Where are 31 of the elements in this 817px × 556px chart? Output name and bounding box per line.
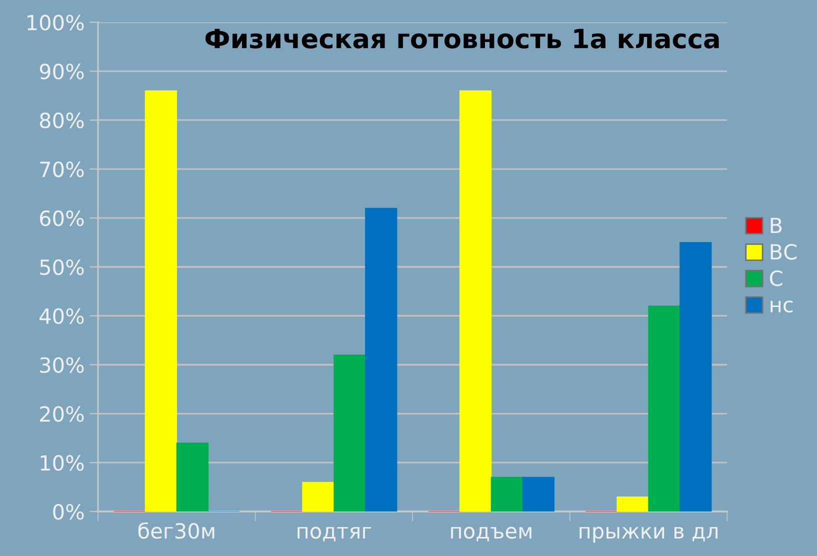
y-tick-label: 10% (40, 455, 84, 471)
x-tick-label: бег30м (138, 522, 214, 539)
x-tick-label: подтяг (298, 526, 372, 542)
legend-label: С (770, 270, 782, 286)
y-tick-label: 70% (40, 161, 84, 178)
y-tick-label: 80% (40, 112, 84, 128)
y-tick-label: 100% (28, 14, 84, 30)
y-tick-label: 90% (40, 64, 84, 80)
bar (522, 476, 554, 512)
y-tick-label: 60% (40, 210, 84, 226)
bar (680, 242, 712, 512)
bar (490, 476, 524, 512)
bar (648, 306, 680, 512)
y-tick-label: 20% (40, 406, 84, 422)
bar (176, 442, 208, 512)
bar (334, 354, 366, 512)
legend-label: ВС (770, 244, 797, 260)
bar (616, 496, 649, 512)
bar (459, 90, 492, 512)
bar (302, 482, 334, 512)
bar (144, 90, 178, 512)
y-tick-label: 50% (40, 259, 84, 276)
chart-title: Физическая готовность 1а класса (205, 28, 719, 49)
legend-label: В (770, 218, 782, 234)
x-tick-label: подъем (451, 526, 532, 542)
bar (365, 208, 398, 512)
x-tick-label: прыжки в дл (580, 526, 718, 543)
legend-label: нс (770, 300, 793, 313)
y-tick-label: 30% (40, 357, 84, 373)
y-tick-label: 40% (40, 308, 84, 324)
y-tick-label: 0% (53, 504, 84, 520)
